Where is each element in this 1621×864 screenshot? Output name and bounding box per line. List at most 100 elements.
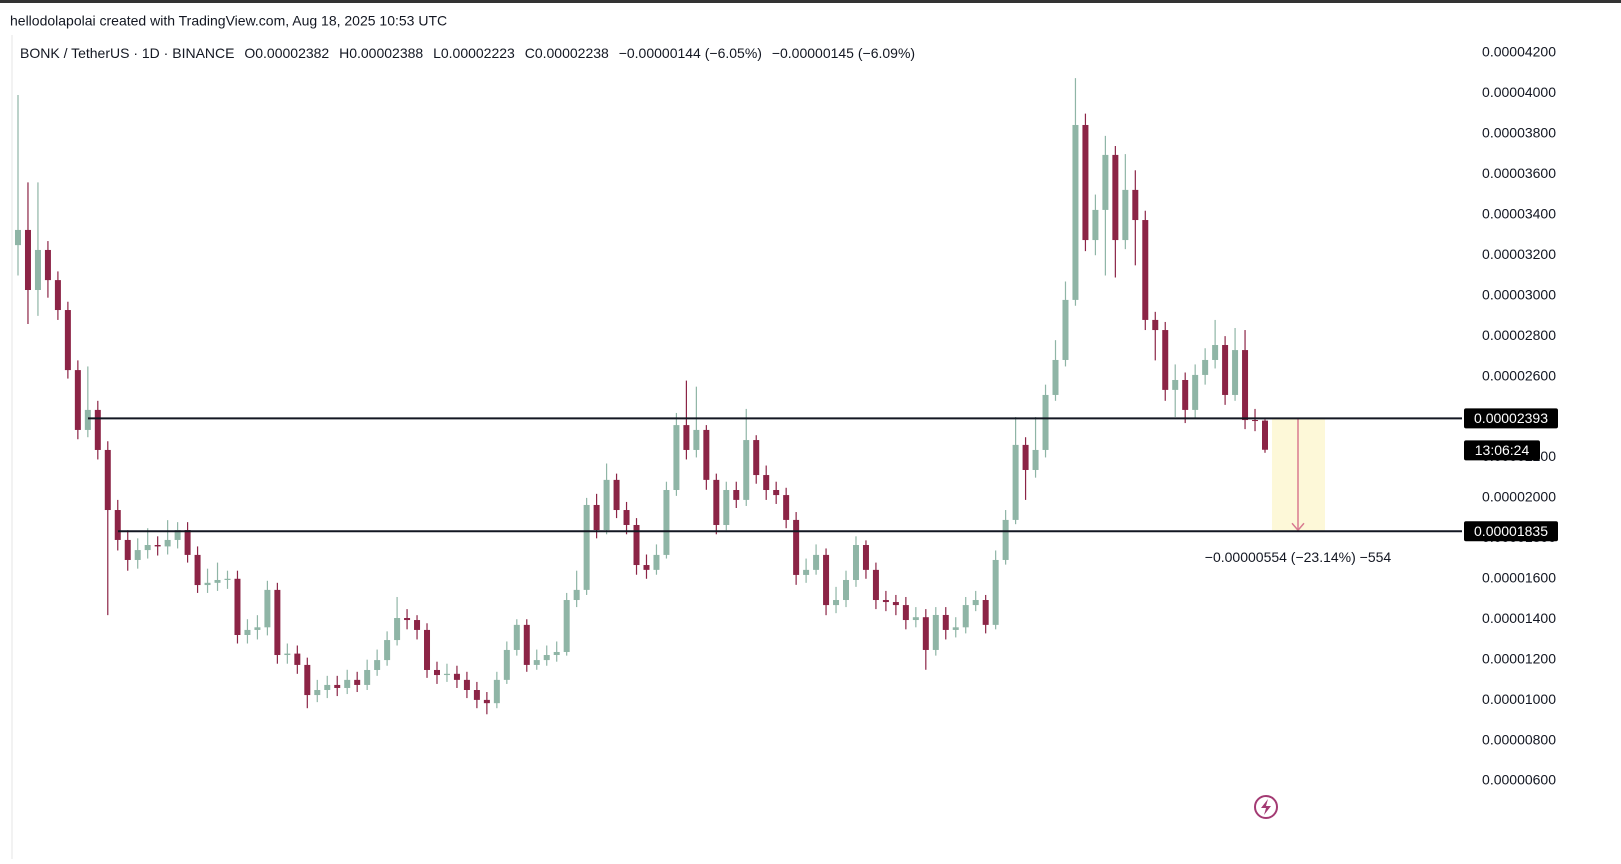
candle-body [374, 660, 381, 670]
candle-body [414, 620, 421, 630]
candle-body [424, 629, 431, 670]
candle-body [1062, 299, 1069, 360]
candle-body [114, 510, 121, 540]
candle-body [1112, 154, 1119, 241]
legend-open: O0.00002382 [244, 45, 329, 61]
candle-body [982, 600, 989, 625]
candle-body [733, 490, 740, 500]
candle-body [723, 490, 730, 525]
candle-body [1162, 330, 1169, 390]
candle-body [264, 589, 271, 628]
candle-body [483, 699, 490, 704]
candle-body [643, 565, 650, 570]
candle-body [1002, 519, 1009, 560]
candle-body [833, 600, 840, 606]
candle-body [1032, 449, 1039, 470]
candle-body [773, 490, 780, 496]
candle-body [1232, 350, 1239, 395]
candle-body [862, 545, 869, 570]
candle-body [304, 664, 311, 696]
candle-body [1102, 154, 1109, 210]
candle-body [104, 449, 111, 511]
candle-body [753, 440, 760, 476]
candle-body [623, 510, 630, 525]
y-tick-label: 0.00003000 [1482, 286, 1556, 302]
candle-body [284, 653, 291, 656]
candle-body [932, 614, 939, 650]
candle-body [683, 425, 690, 450]
candle-body [324, 684, 331, 690]
candle-body [593, 504, 600, 531]
candle-body [503, 649, 510, 680]
candle-body [843, 579, 850, 601]
countdown-box [1464, 440, 1540, 461]
candle-body [194, 554, 201, 586]
candle-body [334, 684, 341, 688]
countdown: 13:06:24 [1475, 442, 1530, 458]
candle-body [274, 589, 281, 656]
candle-body [813, 554, 820, 570]
candle-body [1172, 379, 1179, 390]
y-tick-label: 0.00000600 [1482, 772, 1556, 788]
legend-close: C0.00002238 [525, 45, 609, 61]
candle-body [513, 624, 520, 650]
candle-body [1242, 350, 1249, 421]
candle-body [214, 579, 221, 583]
candle-body [783, 495, 790, 520]
candle-body [703, 429, 710, 480]
candle-body [1042, 394, 1049, 450]
price-label: 0.00002393 [1474, 410, 1548, 426]
candle-body [184, 530, 191, 555]
candle-body [1022, 444, 1029, 470]
candle-body [404, 618, 411, 621]
candle-body [354, 679, 361, 685]
candle-body [892, 602, 899, 606]
candle-body [34, 249, 41, 291]
candle-body [653, 554, 660, 570]
candle-body [543, 655, 550, 661]
legend-symbol: BONK / TetherUS · 1D · BINANCE [20, 45, 234, 61]
candle-body [803, 569, 810, 575]
candle-body [713, 479, 720, 525]
candle-body [433, 669, 440, 676]
candle-body [613, 479, 620, 511]
candle-body [1122, 189, 1129, 241]
candle-body [603, 479, 610, 531]
candle-body [473, 690, 480, 700]
candle-body [164, 539, 171, 547]
candle-body [94, 409, 101, 450]
candle-body [443, 673, 450, 676]
candle-body [633, 524, 640, 566]
price-label-box [1464, 408, 1558, 429]
y-tick-label: 0.00000800 [1482, 731, 1556, 747]
candle-body [1202, 359, 1209, 375]
candle-body [174, 530, 181, 540]
candle-body [1192, 374, 1199, 410]
candle-body [1152, 319, 1159, 331]
candle-body [204, 582, 211, 586]
candle-body [314, 690, 321, 696]
candle-body [1142, 220, 1149, 320]
candle-body [962, 605, 969, 628]
y-tick-label: 0.00004200 [1482, 44, 1556, 60]
candle-body [1092, 209, 1099, 241]
candle-body [992, 559, 999, 625]
candle-body [793, 519, 800, 575]
y-tick-label: 0.00001000 [1482, 691, 1556, 707]
candle-body [563, 600, 570, 652]
candle-body [254, 627, 261, 630]
candle-body [384, 640, 391, 661]
candle-body [1132, 189, 1139, 221]
candle-body [823, 554, 830, 606]
y-tick-label: 0.00001400 [1482, 610, 1556, 626]
legend-change: −0.00000144 (−6.05%) [619, 45, 762, 61]
candle-body [743, 440, 750, 500]
y-tick-label: 0.00003200 [1482, 246, 1556, 262]
candle-body [872, 569, 879, 601]
candle-body [364, 669, 371, 685]
measure-label: −0.00000554 (−23.14%) −554 [1205, 549, 1392, 565]
candle-body [523, 624, 530, 665]
candle-body [234, 578, 241, 635]
